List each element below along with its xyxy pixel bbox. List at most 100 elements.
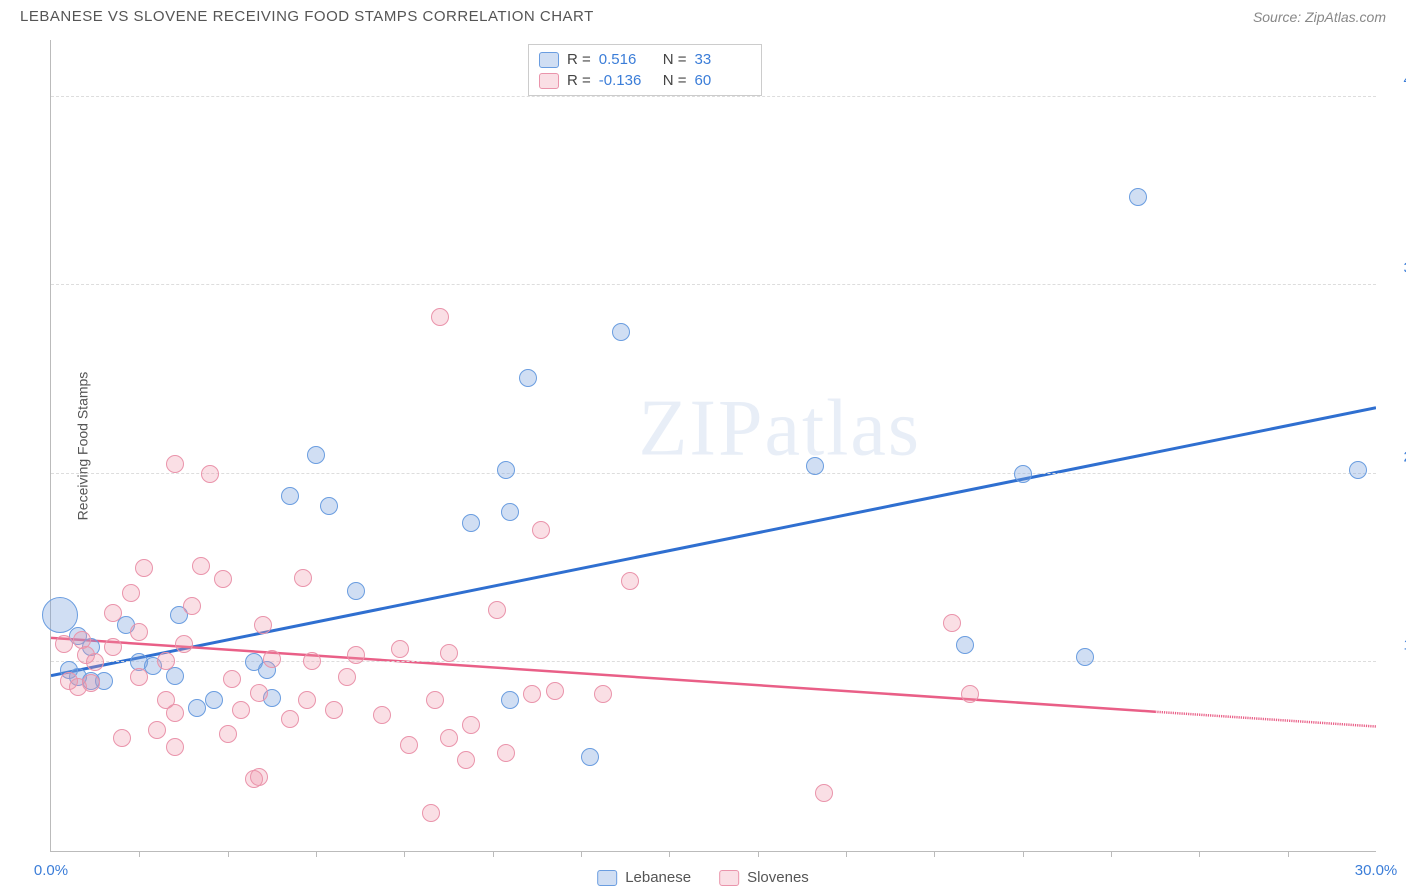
y-tick-label: 10.0% [1386,637,1406,654]
scatter-point-lebanese [806,457,824,475]
scatter-point-lebanese [519,369,537,387]
swatch-slovenes [719,870,739,886]
scatter-point-slovenes [440,644,458,662]
regression-line-lebanese [51,408,1376,676]
scatter-point-slovenes [961,685,979,703]
source-prefix: Source: [1253,9,1305,25]
legend-label: Lebanese [625,869,691,886]
scatter-point-lebanese [1349,461,1367,479]
y-tick-label: 20.0% [1386,448,1406,465]
scatter-point-slovenes [400,736,418,754]
x-tick [316,851,317,857]
x-tick-label-right: 30.0% [1355,862,1398,879]
scatter-point-slovenes [82,674,100,692]
scatter-point-slovenes [86,653,104,671]
swatch-lebanese [539,52,559,68]
chart-header: LEBANESE VS SLOVENE RECEIVING FOOD STAMP… [0,0,1406,29]
n-value-lebanese: 33 [695,51,751,68]
scatter-point-lebanese [307,446,325,464]
scatter-point-slovenes [338,668,356,686]
scatter-point-slovenes [104,604,122,622]
scatter-point-slovenes [166,455,184,473]
watermark-atlas: atlas [764,385,921,473]
gridline-h [51,473,1376,474]
watermark-zip: ZIP [638,385,764,473]
chart-title: LEBANESE VS SLOVENE RECEIVING FOOD STAMP… [20,8,594,25]
x-tick [758,851,759,857]
scatter-point-slovenes [815,784,833,802]
scatter-point-slovenes [254,616,272,634]
scatter-point-slovenes [325,701,343,719]
scatter-point-lebanese [497,461,515,479]
scatter-point-slovenes [175,635,193,653]
series-legend: Lebanese Slovenes [597,869,809,886]
x-tick [228,851,229,857]
scatter-point-slovenes [594,685,612,703]
scatter-point-slovenes [113,729,131,747]
scatter-point-lebanese [501,503,519,521]
scatter-point-slovenes [462,716,480,734]
scatter-point-lebanese [1129,188,1147,206]
scatter-point-lebanese [205,691,223,709]
plot-wrap: ZIPatlas R = 0.516 N = 33 R = -0.136 N =… [50,40,1376,852]
n-label: N = [663,51,687,68]
scatter-point-slovenes [373,706,391,724]
scatter-point-slovenes [122,584,140,602]
swatch-lebanese [597,870,617,886]
scatter-point-slovenes [130,623,148,641]
plot-area: ZIPatlas R = 0.516 N = 33 R = -0.136 N =… [50,40,1376,852]
x-tick [934,851,935,857]
scatter-point-slovenes [546,682,564,700]
y-tick-label: 30.0% [1386,260,1406,277]
scatter-point-slovenes [192,557,210,575]
scatter-point-lebanese [501,691,519,709]
legend-label: Slovenes [747,869,809,886]
x-tick [404,851,405,857]
scatter-point-slovenes [214,570,232,588]
scatter-point-slovenes [281,710,299,728]
scatter-point-slovenes [943,614,961,632]
x-tick [139,851,140,857]
scatter-point-slovenes [104,638,122,656]
regression-line-dashed-slovenes [1155,712,1376,727]
scatter-point-slovenes [130,668,148,686]
scatter-point-slovenes [201,465,219,483]
scatter-point-lebanese [347,582,365,600]
scatter-point-slovenes [250,684,268,702]
chart-source: Source: ZipAtlas.com [1253,9,1386,25]
r-value-lebanese: 0.516 [599,51,655,68]
scatter-point-slovenes [55,635,73,653]
scatter-point-slovenes [232,701,250,719]
scatter-point-slovenes [532,521,550,539]
scatter-point-slovenes [347,646,365,664]
scatter-point-slovenes [166,738,184,756]
legend-item-slovenes: Slovenes [719,869,809,886]
legend-row-lebanese: R = 0.516 N = 33 [539,49,751,70]
r-label: R = [567,72,591,89]
correlation-legend: R = 0.516 N = 33 R = -0.136 N = 60 [528,44,762,96]
scatter-point-slovenes [294,569,312,587]
scatter-point-slovenes [457,751,475,769]
watermark: ZIPatlas [638,384,921,475]
y-tick-label: 40.0% [1386,71,1406,88]
n-value-slovenes: 60 [695,72,751,89]
scatter-point-slovenes [303,652,321,670]
r-label: R = [567,51,591,68]
scatter-point-lebanese [581,748,599,766]
swatch-slovenes [539,73,559,89]
x-tick [669,851,670,857]
source-name: ZipAtlas.com [1305,9,1386,25]
scatter-point-slovenes [488,601,506,619]
scatter-point-slovenes [157,652,175,670]
x-tick [1199,851,1200,857]
scatter-point-slovenes [621,572,639,590]
scatter-point-slovenes [497,744,515,762]
scatter-point-slovenes [431,308,449,326]
scatter-point-lebanese [166,667,184,685]
x-tick [1023,851,1024,857]
gridline-h [51,284,1376,285]
scatter-point-lebanese [612,323,630,341]
legend-row-slovenes: R = -0.136 N = 60 [539,70,751,91]
scatter-point-slovenes [219,725,237,743]
x-tick [846,851,847,857]
